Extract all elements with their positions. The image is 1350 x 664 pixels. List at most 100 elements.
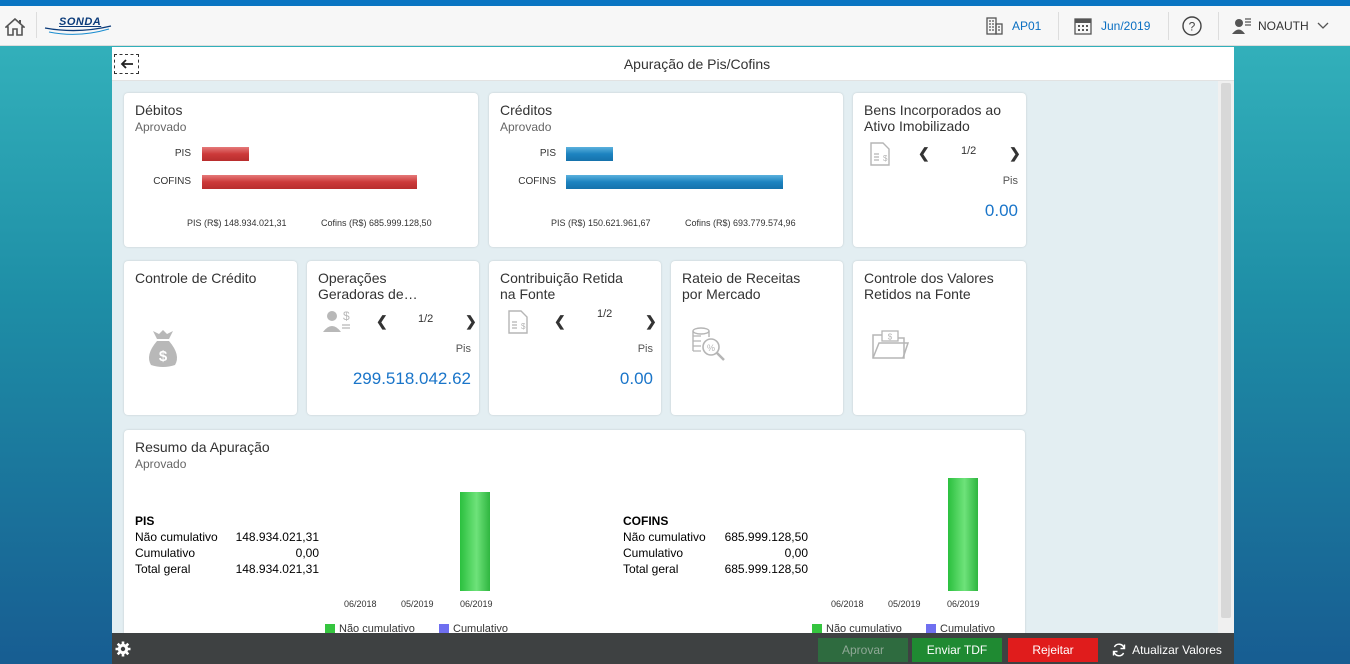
- prev-page-button[interactable]: ❮: [376, 313, 388, 329]
- arrow-left-icon: [120, 59, 133, 69]
- cofins-x-tick: 05/2019: [888, 599, 921, 609]
- bar-label-pis: PIS: [174, 148, 191, 159]
- enviar-tdf-button[interactable]: Enviar TDF: [912, 638, 1002, 662]
- shell-bar: SONDA AP01 Jun/2019 ? NOAUTH: [0, 6, 1350, 46]
- user-menu[interactable]: NOAUTH: [1232, 14, 1329, 38]
- aprovar-button[interactable]: Aprovar: [818, 638, 908, 662]
- tile-title-line2: Geradoras de…: [318, 286, 418, 302]
- tile-status: Aprovado: [135, 457, 187, 471]
- pis-chart-bar-06-2019: [460, 492, 490, 591]
- footer-cofins-total: Cofins (R$) 685.999.128,50: [321, 218, 432, 228]
- tile-value: 0.00: [984, 201, 1018, 220]
- period-value: Jun/2019: [1101, 19, 1151, 33]
- cofins-chart-bar-06-2019: [948, 478, 978, 591]
- tile-controle-credito[interactable]: Controle de Crédito $: [124, 261, 297, 415]
- svg-text:$: $: [883, 154, 888, 163]
- tile-debitos[interactable]: Débitos Aprovado PIS COFINS PIS (R$) 148…: [124, 93, 478, 247]
- back-button[interactable]: [114, 54, 139, 74]
- pis-x-tick: 05/2019: [401, 599, 434, 609]
- cofins-legend-nao-cumulativo: Não cumulativo: [812, 623, 902, 635]
- money-bag-icon: $: [149, 330, 177, 367]
- cofins-legend-cumulativo: Cumulativo: [926, 623, 995, 635]
- pis-legend-nao-cumulativo: Não cumulativo: [325, 623, 415, 635]
- pis-row-value: 148.934.021,31: [235, 530, 319, 544]
- footer-pis-total: PIS (R$) 148.934.021,31: [187, 218, 287, 228]
- divider: [1218, 12, 1219, 40]
- gear-icon[interactable]: [115, 641, 131, 657]
- app-container: Apuração de Pis/Cofins Débitos Aprovado …: [112, 47, 1234, 640]
- cofins-row-label: Total geral: [623, 562, 679, 576]
- home-icon[interactable]: [3, 17, 27, 38]
- document-money-icon: $: [508, 310, 528, 334]
- next-page-button[interactable]: ❯: [465, 313, 477, 329]
- next-page-button[interactable]: ❯: [1009, 145, 1021, 161]
- tile-title-line1: Operações: [318, 270, 387, 286]
- building-icon: [986, 17, 1003, 35]
- prev-page-button[interactable]: ❮: [554, 313, 566, 329]
- svg-text:$: $: [888, 333, 893, 342]
- bar-pis: [202, 147, 249, 161]
- refresh-icon: [1112, 643, 1126, 657]
- scrollbar-thumb[interactable]: [1221, 83, 1231, 618]
- logo-text: SONDA: [59, 16, 102, 28]
- company-selector[interactable]: AP01: [984, 14, 1041, 38]
- tile-rateio-receitas[interactable]: Rateio de Receitas por Mercado %: [671, 261, 843, 415]
- cofins-row-value: 0,00: [784, 546, 808, 560]
- cofins-row-value: 685.999.128,50: [724, 530, 808, 544]
- tile-resumo-apuracao[interactable]: Resumo da Apuração Aprovado PIS Não cumu…: [124, 430, 1025, 640]
- tile-operacoes-geradoras[interactable]: Operações Geradoras de… $ ❮ 1/2 ❯ Pis 29…: [307, 261, 479, 415]
- bar-label-cofins: COFINS: [518, 176, 556, 187]
- next-page-button[interactable]: ❯: [645, 313, 657, 329]
- tile-title-line1: Rateio de Receitas: [682, 270, 801, 286]
- cofins-row-label: Não cumulativo: [623, 530, 706, 544]
- person-money-icon: $: [323, 309, 350, 332]
- svg-text:?: ?: [1189, 20, 1196, 34]
- pis-row-value: 0,00: [295, 546, 319, 560]
- company-logo: SONDA: [36, 12, 120, 38]
- prev-page-button[interactable]: ❮: [918, 145, 930, 161]
- tile-status: Aprovado: [135, 120, 187, 134]
- value-unit: Pis: [637, 343, 653, 355]
- button-label: Atualizar Valores: [1132, 643, 1222, 657]
- bar-label-cofins: COFINS: [153, 176, 191, 187]
- tile-controle-valores[interactable]: Controle dos Valores Retidos na Fonte $: [853, 261, 1026, 415]
- tile-title-line2: Retidos na Fonte: [864, 286, 971, 302]
- cofins-row-value: 685.999.128,50: [724, 562, 808, 576]
- tile-value: 299.518.042.62: [352, 369, 471, 388]
- tile-value: 0.00: [619, 369, 653, 388]
- rejeitar-button[interactable]: Rejeitar: [1008, 638, 1098, 662]
- cofins-x-tick: 06/2019: [947, 599, 980, 609]
- pis-row-label: Cumulativo: [135, 546, 196, 560]
- help-button[interactable]: ?: [1181, 14, 1203, 38]
- calendar-icon: [1074, 18, 1092, 35]
- tile-contribuicao-retida[interactable]: Contribuição Retida na Fonte $ ❮ 1/2 ❯ P…: [489, 261, 661, 415]
- title-bar: Apuração de Pis/Cofins: [112, 47, 1234, 81]
- tile-title-line1: Controle dos Valores: [864, 270, 994, 286]
- pis-row-label: Não cumulativo: [135, 530, 218, 544]
- cofins-row-label: Cumulativo: [623, 546, 684, 560]
- bar-cofins: [566, 175, 783, 189]
- svg-text:$: $: [343, 309, 350, 323]
- top-accent-line: [0, 0, 1350, 6]
- tile-title-line1: Contribuição Retida: [500, 270, 623, 286]
- pis-row-label: Total geral: [135, 562, 191, 576]
- pis-x-tick: 06/2018: [344, 599, 377, 609]
- footer-toolbar: Aprovar Enviar TDF Rejeitar Atualizar Va…: [112, 633, 1234, 664]
- pis-x-tick: 06/2019: [460, 599, 493, 609]
- svg-text:%: %: [707, 343, 715, 353]
- atualizar-valores-button[interactable]: Atualizar Valores: [1106, 638, 1228, 662]
- tile-creditos[interactable]: Créditos Aprovado PIS COFINS PIS (R$) 15…: [489, 93, 843, 247]
- user-name: NOAUTH: [1258, 19, 1309, 33]
- company-code: AP01: [1012, 19, 1042, 33]
- vertical-scrollbar[interactable]: [1218, 81, 1234, 633]
- period-selector[interactable]: Jun/2019: [1073, 14, 1150, 38]
- help-icon: ?: [1182, 16, 1202, 36]
- tile-bens-incorporados[interactable]: Bens Incorporados ao Ativo Imobilizado $…: [853, 93, 1026, 247]
- tile-title-line2: na Fonte: [500, 286, 556, 302]
- tile-title-line2: por Mercado: [682, 286, 761, 302]
- tile-title: Controle de Crédito: [135, 270, 257, 286]
- pis-legend-cumulativo: Cumulativo: [439, 623, 508, 635]
- bar-cofins: [202, 175, 417, 189]
- chevron-down-icon: [1317, 22, 1329, 29]
- page-title: Apuração de Pis/Cofins: [623, 56, 771, 72]
